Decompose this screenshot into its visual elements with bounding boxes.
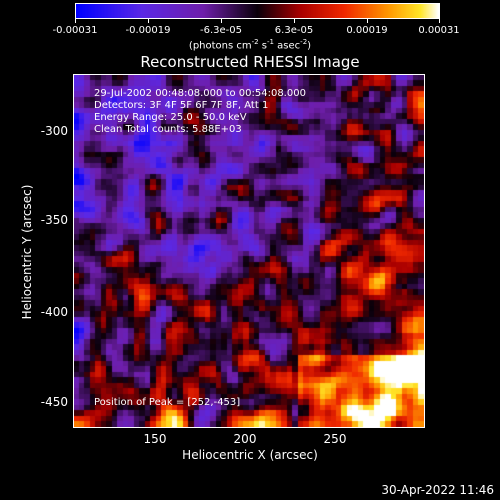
x-tick-label: 150	[143, 432, 167, 446]
image-plot[interactable]: 29-Jul-2002 00:48:08.000 to 00:54:08.000…	[73, 74, 425, 428]
colorbar-units: (photons cm-2 s-1 asec-2)	[188, 38, 312, 52]
x-tick-label: 200	[233, 432, 257, 446]
info-clean: Clean Total counts: 5.88E+03	[94, 124, 242, 135]
y-tick-label: -300	[40, 124, 68, 138]
colorbar-tick-label: -0.00019	[125, 25, 171, 36]
heatmap-image	[74, 75, 424, 427]
x-axis-label: Heliocentric X (arcsec)	[182, 448, 318, 462]
colorbar-tick-label: 0.00031	[418, 25, 460, 36]
x-tick-label: 250	[323, 432, 347, 446]
y-tick-label: -350	[40, 213, 68, 227]
info-time-range: 29-Jul-2002 00:48:08.000 to 00:54:08.000	[94, 88, 306, 99]
colorbar-tick-label: -0.00031	[52, 25, 98, 36]
colorbar	[75, 3, 440, 19]
y-axis-label: Heliocentric Y (arcsec)	[20, 184, 34, 320]
colorbar-tick-label: 6.3e-05	[274, 25, 314, 36]
colorbar-tick-label: 0.00019	[346, 25, 388, 36]
info-detectors: Detectors: 3F 4F 5F 6F 7F 8F, Att 1	[94, 100, 269, 111]
plot-title: Reconstructed RHESSI Image	[140, 53, 360, 71]
peak-position: Position of Peak = [252,-453]	[94, 397, 241, 408]
colorbar-tick-label: -6.3e-05	[200, 25, 242, 36]
y-tick-label: -400	[40, 305, 68, 319]
info-energy: Energy Range: 25.0 - 50.0 keV	[94, 112, 247, 123]
y-tick-label: -450	[40, 395, 68, 409]
render-timestamp: 30-Apr-2022 11:46	[381, 483, 494, 497]
